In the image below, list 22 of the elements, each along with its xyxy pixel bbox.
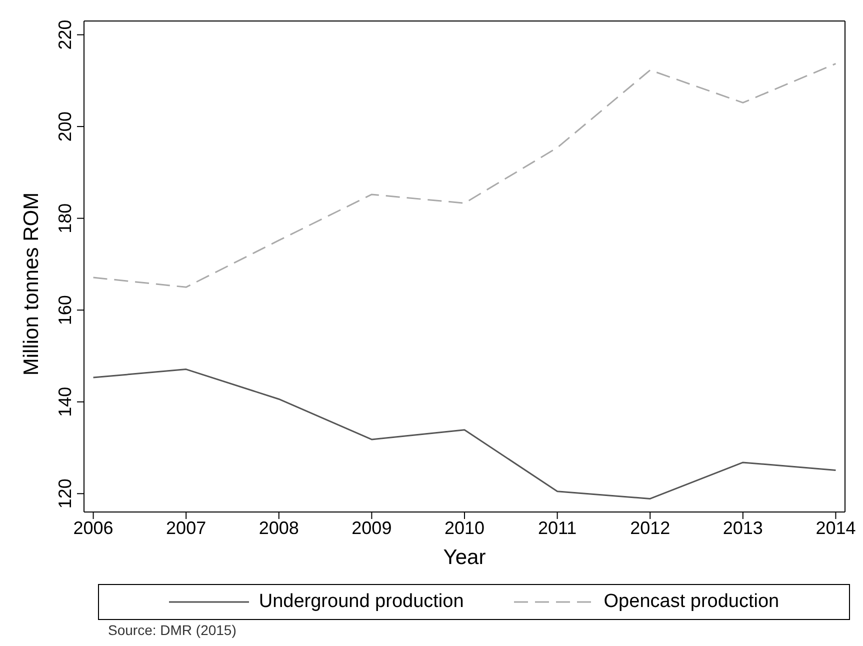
x-tick-label: 2011	[538, 518, 577, 538]
x-tick-label: 2014	[816, 518, 856, 538]
y-tick-label: 220	[55, 20, 75, 50]
y-tick-label: 180	[55, 203, 75, 234]
x-tick-label: 2007	[166, 518, 206, 538]
line-series	[92, 62, 836, 288]
y-tick-label: 200	[55, 112, 75, 142]
x-tick-label: 2008	[258, 518, 299, 538]
y-axis-title: Million tonnes ROM	[20, 192, 43, 376]
line-series	[92, 368, 836, 500]
x-tick-label: 2009	[352, 518, 392, 538]
x-axis-title: Year	[443, 546, 486, 569]
x-tick-label: 2010	[444, 518, 485, 538]
y-tick-label: 140	[55, 386, 75, 417]
source-note: Source: DMR (2015)	[108, 622, 238, 638]
y-tick-label: 160	[55, 295, 75, 326]
legend-label: Opencast production	[604, 591, 780, 613]
x-tick-label: 2013	[722, 518, 763, 538]
y-tick-label: 120	[55, 478, 75, 509]
x-tick-label: 2012	[630, 518, 670, 538]
legend-label: Underground production	[258, 591, 464, 613]
x-tick-label: 2006	[73, 518, 114, 538]
